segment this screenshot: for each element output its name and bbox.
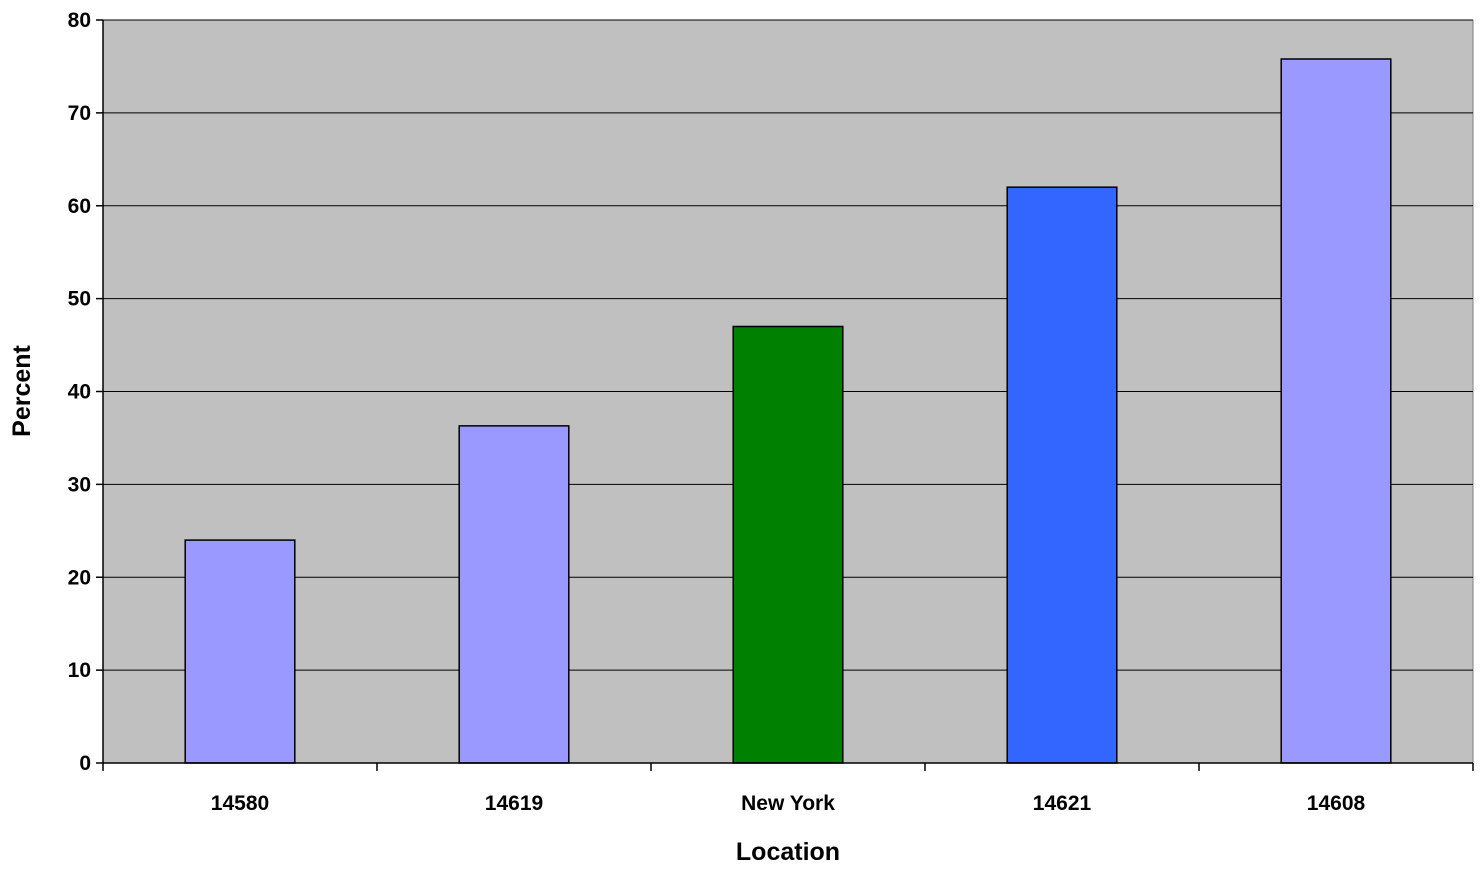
x-tick-label: 14621 [1033,792,1092,815]
x-tick-label: New York [741,792,835,815]
gridlines [103,19,1473,671]
x-tick-label: 14580 [211,792,269,815]
bar [1006,186,1118,764]
y-tick-label: 50 [68,288,91,311]
y-tick-label: 60 [68,195,91,218]
y-tick-labels: 0 10 20 30 40 50 60 70 80 [68,9,103,775]
y-tick-label: 30 [68,473,91,496]
y-tick-label: 0 [79,752,91,775]
y-axis-title: Percent [8,344,36,436]
bar [732,325,844,764]
x-tick-label: 14619 [485,792,543,815]
bar [1280,58,1392,764]
y-tick-label: 70 [68,102,91,125]
y-tick-label: 20 [68,566,91,589]
bar [184,539,296,764]
y-tick-label: 10 [68,659,91,682]
x-axis-title: Location [736,838,840,866]
bars [184,58,1392,764]
y-tick-label: 40 [68,381,91,404]
x-tick-labels: 14580 14619 New York 14621 14608 [102,763,1474,815]
x-tick-label: 14608 [1307,792,1366,815]
y-tick-label: 80 [68,9,91,32]
bar [458,425,570,764]
